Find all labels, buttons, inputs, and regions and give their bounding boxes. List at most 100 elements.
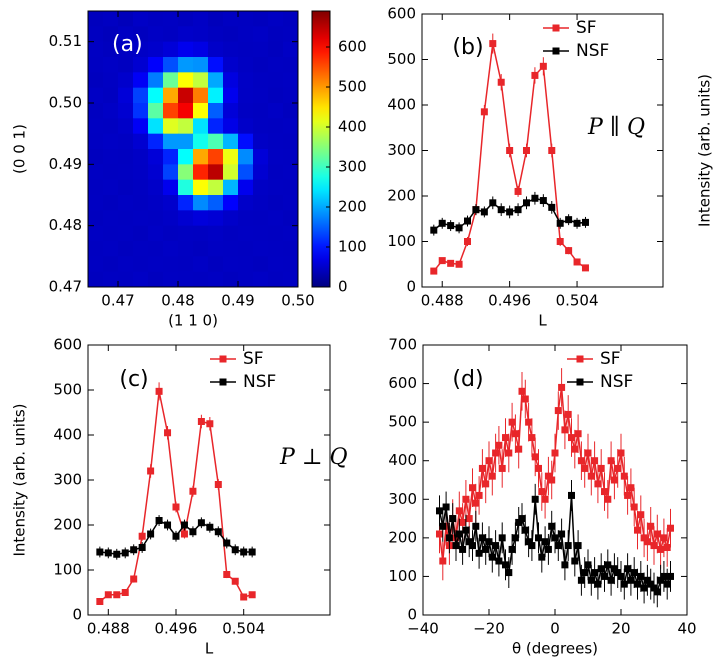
marker (478, 534, 486, 542)
heatmap-cell (148, 118, 164, 135)
marker (594, 480, 602, 488)
marker (667, 572, 674, 580)
heatmap-cell (148, 87, 164, 104)
heatmap-cell (133, 179, 149, 196)
marker (240, 593, 248, 601)
heatmap-cell (133, 133, 149, 150)
marker (548, 522, 556, 530)
heatmap-cell (148, 72, 164, 89)
marker (480, 208, 488, 216)
heatmap-cell (223, 271, 239, 288)
marker (640, 584, 648, 592)
heatmap-cell (118, 103, 134, 119)
heatmap-cell (253, 87, 269, 104)
marker (439, 557, 447, 565)
marker (643, 576, 651, 584)
marker (607, 576, 615, 584)
marker (485, 457, 493, 465)
colorbar-tick-label: 300 (338, 158, 367, 176)
marker (531, 71, 539, 79)
marker (574, 430, 582, 438)
marker (436, 507, 443, 515)
heatmap-cell (133, 271, 149, 288)
panel-label: (b) (452, 35, 483, 60)
marker (508, 545, 516, 553)
heatmap-cell (178, 256, 194, 273)
heatmap-cell (178, 195, 194, 211)
marker (591, 569, 599, 577)
heatmap-cell (178, 72, 194, 89)
marker (164, 521, 172, 529)
heatmap-cell (238, 225, 254, 242)
heatmap-cell (253, 256, 269, 273)
heatmap-cell (118, 149, 134, 165)
heatmap-cell (268, 103, 284, 119)
marker (620, 580, 628, 588)
marker (581, 569, 589, 577)
marker (594, 580, 602, 588)
marker (475, 549, 483, 557)
series-line (99, 391, 253, 603)
colorbar-tick-label: 100 (338, 238, 367, 256)
marker (604, 495, 612, 503)
heatmap-cell (208, 164, 224, 181)
marker (561, 426, 569, 434)
heatmap-cell (163, 225, 179, 242)
heatmap-cell (193, 271, 209, 288)
marker (223, 539, 231, 547)
heatmap-cell (103, 11, 119, 27)
marker (485, 538, 493, 546)
marker (548, 203, 556, 211)
marker (634, 580, 641, 588)
heatmap-cell (193, 26, 209, 43)
heatmap-cell (118, 57, 134, 73)
marker (554, 407, 562, 415)
heatmap-cell (148, 103, 164, 119)
heatmap-cell (208, 57, 224, 73)
heatmap-cell (133, 87, 149, 104)
marker (548, 476, 556, 484)
heatmap-cell (103, 195, 119, 211)
heatmap-cell (283, 241, 299, 257)
marker (522, 199, 530, 207)
marker (214, 528, 222, 536)
heatmap-cell (163, 256, 179, 273)
marker (573, 258, 581, 266)
marker (630, 569, 638, 577)
marker (614, 569, 622, 577)
y-tick-label: 300 (388, 490, 417, 508)
marker (564, 542, 572, 550)
marker (506, 208, 514, 216)
heatmap-cell (118, 133, 134, 150)
heatmap-cell (163, 241, 179, 257)
marker (538, 553, 546, 561)
x-tick-label: 0.48 (161, 292, 194, 310)
heatmap-cell (148, 241, 164, 257)
marker (452, 542, 460, 550)
heatmap-cell (253, 179, 269, 196)
heatmap-cell (118, 72, 134, 89)
marker (614, 464, 622, 472)
marker (472, 206, 480, 214)
heatmap-cell (118, 271, 134, 288)
x-tick-label: 0.496 (155, 620, 198, 638)
marker (96, 598, 104, 605)
heatmap-cell (118, 256, 134, 273)
heatmap-cell (133, 26, 149, 43)
heatmap-cell (238, 149, 254, 165)
heatmap-cell (148, 164, 164, 181)
marker (455, 530, 463, 538)
heatmap-cell (253, 103, 269, 119)
marker (231, 577, 239, 585)
x-tick-label: 20 (611, 620, 630, 638)
y-tick-label: 100 (53, 561, 82, 579)
heatmap-cell (223, 210, 239, 227)
heatmap-cell (223, 256, 239, 273)
heatmap-cell (268, 149, 284, 165)
heatmap-cell (103, 103, 119, 119)
marker (455, 260, 463, 268)
heatmap-cell (283, 11, 299, 27)
marker (469, 484, 476, 492)
marker (601, 488, 608, 496)
y-tick-label: 500 (53, 381, 82, 399)
